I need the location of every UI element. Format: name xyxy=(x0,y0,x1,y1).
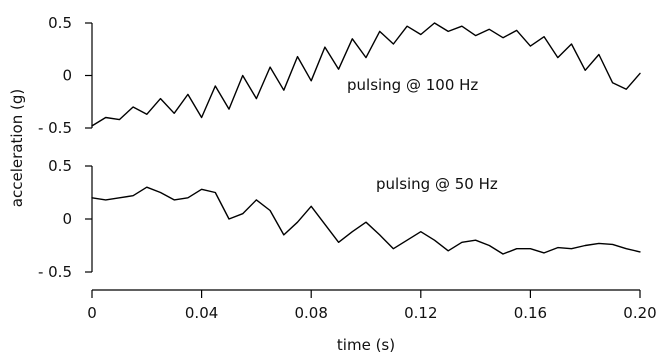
bottom-y-tick-labels: 0.5 0 - 0.5 xyxy=(38,157,72,281)
bottom-panel: 0.5 0 - 0.5 pulsing @ 50 Hz xyxy=(38,157,641,281)
x-tick-label-0: 0 xyxy=(87,304,97,322)
y-axis-title: acceleration (g) xyxy=(8,89,26,207)
x-tick-label-5: 0.20 xyxy=(623,304,656,322)
x-axis-title: time (s) xyxy=(337,336,395,354)
bottom-y-tick-label-2: - 0.5 xyxy=(38,263,72,281)
x-tick-label-2: 0.08 xyxy=(294,304,327,322)
bottom-y-tick-label-1: 0 xyxy=(62,210,72,228)
top-y-tick-label-0: 0.5 xyxy=(48,14,72,32)
bottom-y-ticks xyxy=(85,165,92,273)
bottom-annotation: pulsing @ 50 Hz xyxy=(376,175,498,193)
top-series-line xyxy=(91,22,641,127)
x-ticks xyxy=(91,290,641,298)
x-tick-label-3: 0.12 xyxy=(404,304,437,322)
top-y-tick-label-2: - 0.5 xyxy=(38,119,72,137)
top-y-tick-labels: 0.5 0 - 0.5 xyxy=(38,14,72,137)
top-panel: 0.5 0 - 0.5 pulsing @ 100 Hz xyxy=(38,14,641,137)
x-axis-group: 0 0.04 0.08 0.12 0.16 0.20 time (s) xyxy=(87,289,657,354)
x-tick-label-4: 0.16 xyxy=(514,304,547,322)
top-y-tick-label-1: 0 xyxy=(62,67,72,85)
x-tick-label-1: 0.04 xyxy=(185,304,218,322)
top-annotation: pulsing @ 100 Hz xyxy=(347,76,478,94)
bottom-y-tick-label-0: 0.5 xyxy=(48,157,72,175)
top-y-ticks xyxy=(85,22,92,129)
x-tick-labels: 0 0.04 0.08 0.12 0.16 0.20 xyxy=(87,304,656,322)
bottom-series-line xyxy=(91,186,641,255)
